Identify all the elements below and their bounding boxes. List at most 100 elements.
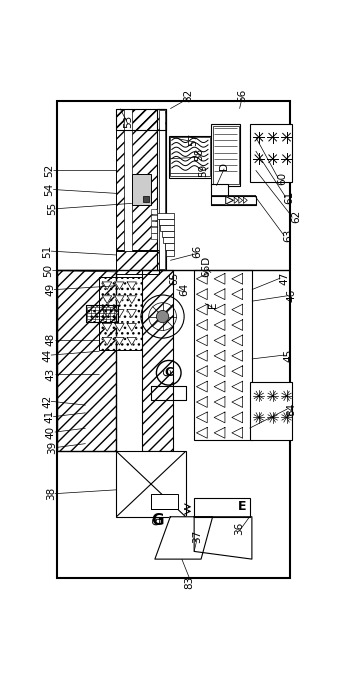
Bar (116, 109, 166, 130)
Polygon shape (197, 381, 207, 392)
Bar (250, 382, 292, 440)
Text: 44: 44 (42, 349, 52, 362)
Text: 64: 64 (179, 283, 189, 296)
Polygon shape (232, 304, 243, 315)
Text: 49: 49 (45, 283, 55, 296)
Bar (151, 209, 157, 214)
Text: E: E (207, 302, 218, 308)
Polygon shape (214, 381, 225, 392)
Text: C: C (164, 369, 174, 377)
Text: 48: 48 (46, 333, 56, 347)
Text: D: D (219, 163, 229, 170)
Polygon shape (155, 517, 213, 559)
Polygon shape (214, 304, 225, 315)
Polygon shape (239, 197, 243, 204)
Polygon shape (102, 282, 112, 289)
Polygon shape (102, 337, 112, 345)
Text: 62: 62 (291, 210, 301, 223)
Text: 38: 38 (46, 487, 56, 501)
Polygon shape (115, 296, 124, 304)
Bar (57, 101, 291, 578)
Bar (157, 212, 174, 219)
Polygon shape (214, 351, 225, 361)
Polygon shape (232, 381, 243, 392)
Text: 66D: 66D (201, 256, 212, 277)
Text: 63: 63 (283, 229, 293, 242)
Bar (169, 136, 211, 178)
Polygon shape (214, 335, 225, 346)
Bar (157, 109, 166, 270)
Text: 39: 39 (47, 441, 58, 454)
Bar (142, 270, 173, 452)
Text: 41: 41 (44, 410, 54, 424)
Text: 56: 56 (237, 89, 247, 102)
Text: 51: 51 (42, 244, 52, 257)
Bar (142, 270, 173, 452)
Polygon shape (102, 323, 112, 331)
Polygon shape (194, 517, 252, 559)
Polygon shape (115, 310, 124, 317)
Text: 46: 46 (286, 289, 296, 302)
Bar (170, 137, 210, 176)
Polygon shape (232, 274, 243, 284)
Polygon shape (197, 274, 207, 284)
Polygon shape (102, 296, 112, 304)
Text: 57: 57 (188, 133, 198, 146)
Polygon shape (197, 351, 207, 361)
Polygon shape (197, 396, 207, 407)
Polygon shape (214, 428, 225, 439)
Bar (163, 237, 174, 243)
Polygon shape (115, 282, 124, 289)
Text: 66: 66 (192, 244, 202, 257)
Bar (159, 219, 174, 225)
Text: 47: 47 (279, 272, 289, 285)
Polygon shape (232, 366, 243, 377)
Polygon shape (127, 337, 136, 345)
Bar (151, 386, 186, 400)
Text: 53: 53 (123, 115, 133, 129)
Text: G: G (152, 517, 162, 524)
Polygon shape (197, 335, 207, 346)
Polygon shape (214, 274, 225, 284)
Bar (151, 234, 157, 239)
Text: 84: 84 (286, 402, 296, 415)
Bar (151, 227, 157, 233)
Bar (250, 124, 292, 182)
Text: 83: 83 (184, 575, 195, 589)
Polygon shape (214, 289, 225, 300)
Text: 58: 58 (194, 148, 204, 161)
Text: 45: 45 (283, 349, 293, 362)
Bar (151, 221, 157, 227)
Polygon shape (214, 319, 225, 330)
Bar (213, 125, 239, 184)
Text: E: E (238, 501, 246, 513)
Text: 36: 36 (235, 522, 244, 535)
Bar (124, 109, 132, 251)
Polygon shape (243, 197, 247, 204)
Bar (211, 124, 240, 186)
Polygon shape (197, 304, 207, 315)
Bar (166, 249, 174, 256)
Text: G: G (151, 513, 163, 528)
Polygon shape (232, 351, 243, 361)
Text: 43: 43 (46, 368, 56, 381)
Bar (160, 225, 174, 231)
Polygon shape (127, 282, 136, 289)
Polygon shape (214, 366, 225, 377)
Text: C: C (164, 366, 173, 379)
Polygon shape (102, 310, 112, 317)
Bar (151, 386, 186, 400)
Bar (211, 195, 256, 205)
Polygon shape (232, 428, 243, 439)
Polygon shape (226, 196, 234, 204)
Polygon shape (197, 319, 207, 330)
Polygon shape (197, 412, 207, 423)
Bar (116, 109, 159, 251)
Text: 55: 55 (47, 202, 58, 215)
Text: 42: 42 (42, 395, 52, 408)
Polygon shape (232, 412, 243, 423)
Bar (159, 110, 165, 269)
Bar (116, 452, 186, 517)
Bar (132, 174, 151, 205)
Bar (57, 270, 116, 452)
